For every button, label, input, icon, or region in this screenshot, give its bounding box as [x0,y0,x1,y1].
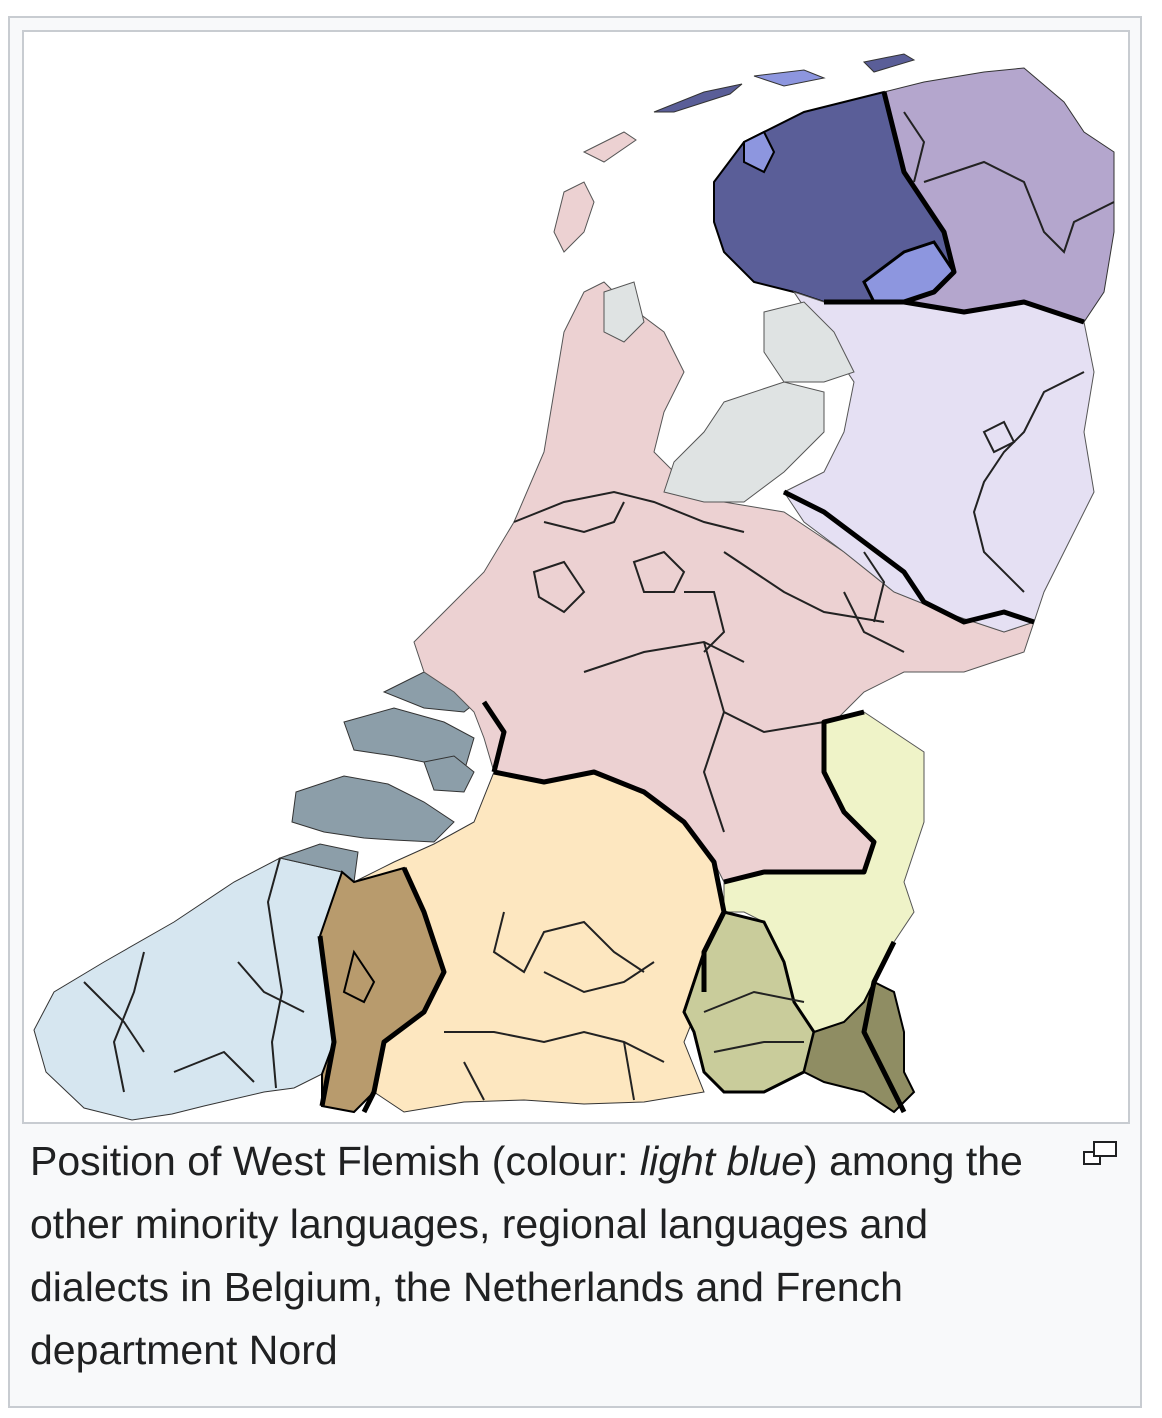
image-thumbnail-box: Position of West Flemish (colour: light … [8,16,1142,1408]
language-borders [317,91,1085,1114]
language-map-image[interactable] [22,30,1130,1124]
west-flemish-subdivisions [83,857,305,1093]
caption-text-before: Position of West Flemish (colour: [30,1138,640,1184]
hollandic-subdivisions [513,490,905,833]
image-caption: Position of West Flemish (colour: light … [30,1130,1070,1382]
low-saxon-north-subdivisions [903,111,1115,254]
east-flemish-enclave [342,949,376,1004]
caption-highlight: light blue [639,1138,805,1184]
east-netherlands-subdivisions [863,371,1085,623]
region-west-flemish [33,857,343,1121]
limburg-south-subdivisions [703,990,805,1053]
caption-text-after: ) among the other minority languages, re… [30,1138,1023,1373]
region-flevoland [603,281,855,503]
language-map [33,53,1115,1121]
region-frisian-light [743,130,776,174]
region-wadden-islands [653,53,916,113]
magnify-icon[interactable] [1082,1138,1120,1168]
brabantian-subdivisions [444,911,665,1101]
region-wadden-light [753,69,826,87]
region-north-holland-islands [553,131,637,253]
